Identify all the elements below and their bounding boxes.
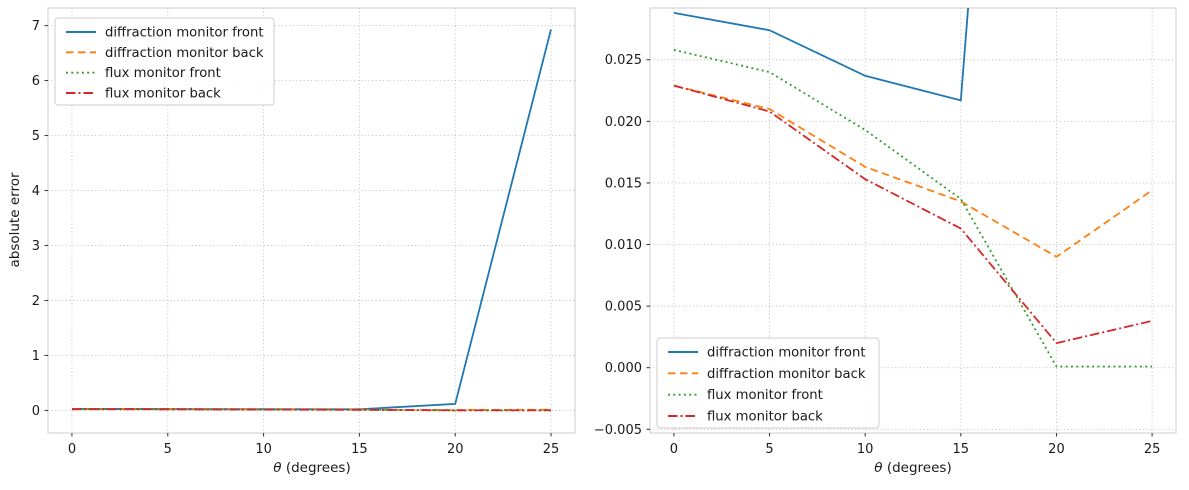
x-tick-label: 20 (1048, 442, 1065, 457)
series-line-flux-monitor-back (71, 408, 552, 412)
theta-symbol: θ (874, 460, 883, 476)
left-chart: 0 5 10 15 20 25 0 1 2 3 4 5 6 7 diffraction monitor fr… (32, 7, 576, 457)
y-tick-label: 0.005 (605, 300, 642, 315)
x-tick-label: 10 (857, 442, 874, 457)
x-tick-label: 15 (351, 442, 368, 457)
y-tick-label: 0.010 (605, 238, 642, 253)
x-tick-label: 25 (1144, 442, 1161, 457)
right-chart-xlabel: θ (degrees) (874, 460, 952, 476)
series-line-diffraction-monitor-back (673, 84, 1153, 258)
y-tick-label: 0.025 (605, 53, 642, 68)
legend: diffraction monitor front diffraction mon… (656, 337, 880, 429)
tick-marks (646, 59, 1153, 437)
tick-labels: 0 5 10 15 20 25 0 1 2 3 4 5 6 7 (32, 19, 560, 457)
gridlines (650, 8, 1176, 433)
legend: diffraction monitor front diffraction mon… (54, 17, 275, 106)
x-tick-label: 5 (765, 442, 773, 457)
legend-label-flux-monitor-back: flux monitor back (105, 87, 221, 102)
y-tick-label: 6 (32, 74, 40, 89)
x-tick-label: 20 (447, 442, 464, 457)
y-tick-label: 3 (32, 239, 40, 254)
left-chart-xlabel: θ (degrees) (273, 460, 351, 476)
x-tick-label: 25 (543, 442, 560, 457)
axes-frame (47, 7, 576, 434)
right-chart: 0 5 10 15 20 25 −0.005 0.000 0.005 0.010 0.015 0.02… (594, 7, 1177, 457)
legend-label-diffraction-monitor-front: diffraction monitor front (105, 26, 264, 41)
legend-label-flux-monitor-back: flux monitor back (707, 410, 823, 425)
legend-box (54, 17, 275, 106)
y-tick-label: 4 (32, 184, 40, 199)
legend-label-diffraction-monitor-front: diffraction monitor front (707, 346, 866, 361)
y-tick-label: 0 (32, 404, 40, 419)
legend-label-flux-monitor-front: flux monitor front (707, 388, 823, 403)
gridlines (48, 8, 575, 433)
y-tick-label: 0.000 (605, 361, 642, 376)
legend-box (656, 337, 880, 429)
x-tick-label: 0 (68, 442, 76, 457)
y-tick-label: 0.015 (605, 176, 642, 191)
series-line-flux-monitor-back (673, 84, 1153, 345)
theta-symbol: θ (273, 460, 282, 476)
legend-label-diffraction-monitor-back: diffraction monitor back (707, 367, 866, 382)
legend-label-flux-monitor-front: flux monitor front (105, 66, 221, 81)
y-tick-label: 7 (32, 19, 40, 34)
x-tick-label: 5 (164, 442, 172, 457)
x-tick-label: 0 (670, 442, 678, 457)
legend-label-diffraction-monitor-back: diffraction monitor back (105, 46, 264, 61)
x-tick-label: 10 (255, 442, 272, 457)
series-line-diffraction-monitor-front (673, 8, 970, 102)
x-tick-label: 15 (953, 442, 970, 457)
series-line-flux-monitor-front (673, 49, 1153, 368)
left-chart-ylabel: absolute error (7, 172, 23, 268)
tick-labels: 0 5 10 15 20 25 −0.005 0.000 0.005 0.010 0.015 0.02… (594, 53, 1160, 457)
y-tick-label: 5 (32, 129, 40, 144)
y-tick-label: 1 (32, 349, 40, 364)
tick-marks (44, 25, 552, 437)
y-tick-label: 2 (32, 294, 40, 309)
y-tick-label: −0.005 (594, 423, 642, 438)
axes-frame (649, 7, 1177, 434)
y-tick-label: 0.020 (605, 115, 642, 130)
